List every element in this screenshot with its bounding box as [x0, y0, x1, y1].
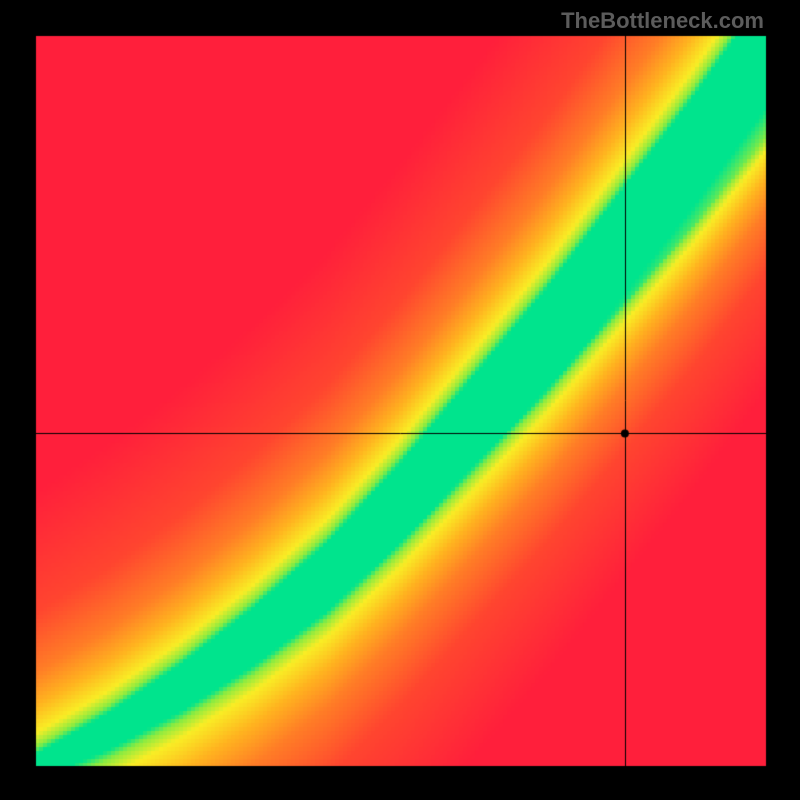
- watermark-text: TheBottleneck.com: [561, 8, 764, 34]
- bottleneck-heatmap: [0, 0, 800, 800]
